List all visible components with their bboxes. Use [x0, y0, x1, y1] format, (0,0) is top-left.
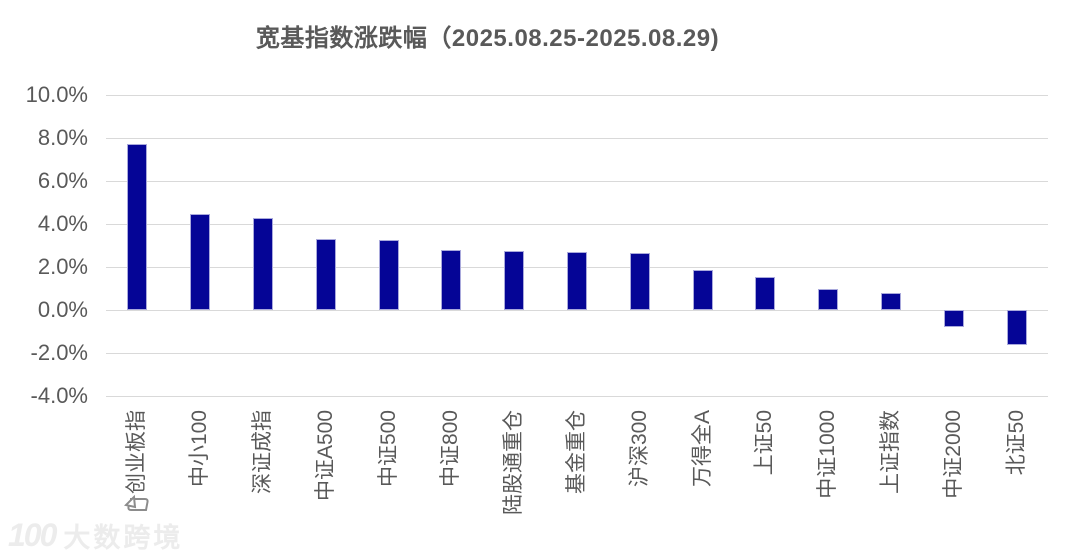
x-axis-slot: 万得全A	[671, 410, 734, 540]
gridline	[106, 396, 1048, 397]
gridline	[106, 310, 1048, 311]
x-axis-slot: 中证2000	[922, 410, 985, 540]
x-axis-labels: 创业板指 中小100 深证成指 中证A500 中证500 中证800 陆股通重仓 基金重仓 沪深…	[106, 410, 1048, 540]
bar-陆股通重仓	[504, 250, 525, 310]
x-axis-slot: 北证50	[985, 410, 1048, 540]
x-axis-slot: 深证成指	[232, 410, 295, 540]
x-axis-category-label: 中证A500	[313, 410, 337, 502]
y-axis-tick-label: 0.0%	[37, 297, 88, 322]
bar-中证2000	[943, 310, 964, 328]
x-axis-category-label: 中小100	[188, 410, 212, 488]
watermark-logo: 100	[8, 517, 57, 553]
bar-中小100	[190, 214, 211, 310]
bar-上证指数	[881, 292, 901, 310]
bar-深证成指	[253, 217, 273, 310]
x-axis-category-label: 北证50	[1004, 410, 1028, 476]
bar-中证A500	[315, 239, 336, 310]
x-axis-slot: 中证500	[357, 410, 420, 540]
forward-arrow-icon	[124, 494, 149, 511]
watermark: 100 大数跨境	[8, 516, 183, 555]
watermark-text: 大数跨境	[63, 523, 184, 553]
bar-中证800	[441, 249, 462, 310]
x-axis-category-label: 中证1000	[816, 410, 840, 499]
gridline	[106, 353, 1048, 354]
x-axis-slot: 中证800	[420, 410, 483, 540]
bar-中证1000	[818, 288, 839, 310]
gridline	[106, 95, 1048, 96]
gridline	[106, 181, 1048, 182]
bar-沪深300	[629, 253, 650, 310]
x-axis-slot: 基金重仓	[546, 410, 609, 540]
gridline	[106, 138, 1048, 139]
x-axis-slot: 中证A500	[294, 410, 357, 540]
x-axis-category-label: 深证成指	[250, 410, 274, 494]
x-axis-category-label: 沪深300	[627, 410, 651, 488]
x-axis-slot: 沪深300	[608, 410, 671, 540]
x-axis-category-label: 基金重仓	[564, 410, 588, 494]
bar-万得全A	[692, 270, 713, 310]
y-axis-tick-label: 10.0%	[25, 82, 88, 107]
bar-中证500	[378, 240, 399, 310]
x-axis-slot: 上证50	[734, 410, 797, 540]
x-axis-category-label: 万得全A	[690, 410, 714, 488]
y-axis-tick-label: 4.0%	[37, 211, 88, 236]
x-axis-category-label: 创业板指	[125, 410, 149, 494]
gridline	[106, 224, 1048, 225]
chart-title: 宽基指数涨跌幅（2025.08.25-2025.08.29)	[255, 25, 720, 52]
x-axis-category-label: 中证500	[376, 410, 400, 488]
bar-创业板指	[127, 144, 148, 310]
x-axis-slot: 上证指数	[860, 410, 923, 540]
x-axis-category-label: 上证指数	[878, 410, 902, 494]
y-axis-tick-label: -2.0%	[30, 340, 88, 365]
x-axis-slot: 中证1000	[797, 410, 860, 540]
x-axis-slot: 陆股通重仓	[483, 410, 546, 540]
bar-基金重仓	[567, 251, 587, 310]
x-axis-category-label: 上证50	[753, 410, 777, 476]
bar-北证50	[1006, 310, 1027, 346]
x-axis-category-label: 中证800	[439, 410, 463, 488]
y-axis-tick-label: 6.0%	[37, 168, 88, 193]
y-axis-tick-label: 2.0%	[37, 254, 88, 279]
y-axis-tick-label: -4.0%	[30, 383, 88, 408]
x-axis-category-label: 中证2000	[941, 410, 965, 499]
x-axis-category-label: 陆股通重仓	[502, 410, 526, 515]
plot-area	[106, 95, 1048, 397]
y-axis-tick-label: 8.0%	[37, 125, 88, 150]
bar-上证50	[755, 276, 776, 310]
